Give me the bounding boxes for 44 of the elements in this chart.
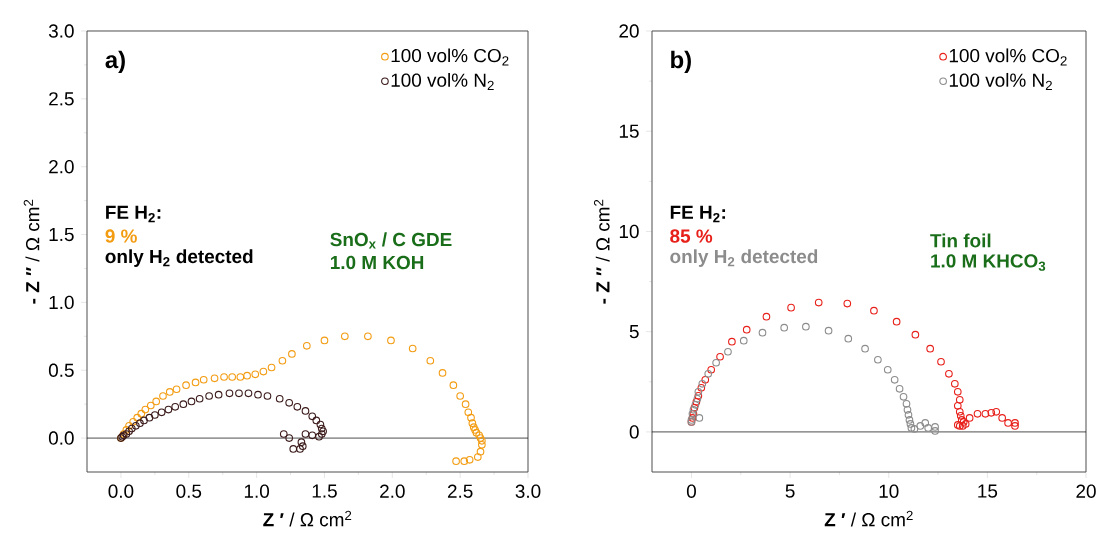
annotation: Tin foil — [930, 233, 991, 248]
x-axis-title: Z ′ / Ω cm$^{2}$ — [824, 510, 913, 527]
y-tick-label: 0 — [629, 425, 639, 439]
x-tick-label: 3.0 — [515, 484, 541, 498]
x-axis-title: Z ′ / Ω cm$^{2}$ — [263, 510, 352, 527]
annotation: FE H$_{2}$: — [106, 205, 161, 223]
annotation: 1.0 M KOH — [330, 255, 424, 270]
y-tick-label: 5 — [629, 325, 639, 339]
annotation: a) — [105, 50, 125, 74]
x-tick-label: 0 — [686, 484, 696, 498]
x-tick-label: 20 — [1076, 484, 1096, 498]
x-tick-label: 2.5 — [447, 484, 473, 498]
y-tick-label: 0.0 — [48, 431, 74, 445]
annotation: 85 % — [670, 229, 713, 243]
legend-label: 100 vol% CO$_{2}$ — [391, 48, 509, 66]
x-tick-label: 10 — [879, 484, 899, 498]
y-tick-label: 10 — [619, 224, 639, 239]
y-tick-label: 3.0 — [48, 24, 74, 38]
y-tick-label: 20 — [619, 24, 639, 38]
annotation: SnO$_{x}$ / C GDE — [330, 232, 452, 249]
legend-label: 100 vol% CO$_{2}$ — [949, 48, 1067, 66]
y-tick-label: 2.0 — [49, 159, 74, 174]
x-tick-label: 0.0 — [108, 484, 134, 498]
x-tick-label: 0.5 — [176, 484, 202, 498]
legend-label: 100 vol% N$_{2}$ — [949, 72, 1052, 90]
y-axis-title: - Z ′′ / Ω cm$^{2}$ — [23, 199, 40, 304]
annotation: FE H$_{2}$: — [670, 205, 726, 223]
x-tick-label: 1.5 — [312, 484, 337, 498]
x-tick-label: 1.0 — [244, 484, 270, 498]
y-axis-title: - Z ′′ / Ω cm$^{2}$ — [593, 199, 610, 304]
annotation: 9 % — [105, 229, 137, 243]
y-tick-label: 1.0 — [49, 295, 74, 310]
annotation: only H$_{2}$ detected — [670, 249, 818, 267]
annotation: 1.0 M KHCO$_{3}$ — [931, 254, 1046, 271]
x-tick-label: 15 — [978, 484, 998, 498]
y-tick-label: 1.5 — [49, 227, 74, 242]
annotation: b) — [671, 50, 691, 74]
x-tick-label: 5 — [785, 484, 795, 498]
legend-label: 100 vol% N$_{2}$ — [391, 72, 494, 90]
annotation: only H$_{2}$ detected — [105, 249, 253, 267]
y-tick-label: 15 — [619, 124, 639, 138]
y-tick-label: 2.5 — [49, 92, 74, 106]
y-tick-label: 0.5 — [48, 363, 74, 377]
x-tick-label: 2.0 — [380, 484, 405, 498]
